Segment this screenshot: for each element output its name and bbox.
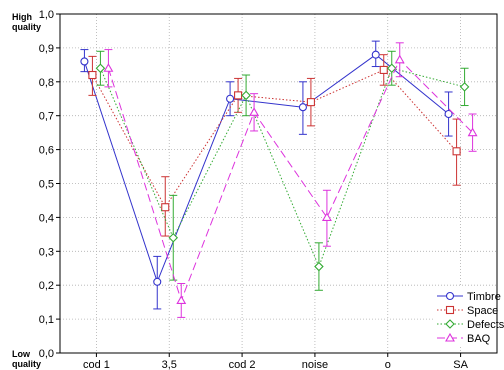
x-tick-label: o [385, 359, 391, 370]
legend-marker-defects [445, 319, 455, 329]
y-tick-label: 1,0 [39, 9, 54, 21]
legend-label-defects: Defects [467, 319, 504, 331]
legend-label-space: Space [467, 305, 498, 317]
data-point-space [379, 65, 388, 74]
y-axis: 0,0 0,1 0,2 0,3 0,4 0,5 0,6 0,7 0,8 0,9 1,0 [39, 9, 60, 360]
legend-label-timbre: Timbre [467, 291, 501, 303]
data-point-defects [168, 232, 179, 243]
data-point-defects [386, 63, 397, 74]
data-point-baq [103, 63, 114, 72]
data-point-timbre [226, 94, 235, 103]
x-tick-label: SA [453, 359, 468, 370]
grid-lines [60, 14, 497, 353]
data-point-defects [314, 261, 324, 272]
y-tick-label: 0,5 [39, 179, 54, 191]
series-group [80, 40, 478, 318]
y-top-label-line2: quality [12, 22, 41, 32]
x-tick-label: cod 1 [83, 359, 110, 370]
data-point-baq [394, 54, 405, 64]
data-point-baq [321, 212, 332, 221]
series-line-space [91, 69, 457, 209]
y-tick-label: 0,7 [39, 111, 54, 123]
legend-marker-timbre [445, 291, 455, 301]
y-bottom-label-line1: Low [12, 349, 31, 359]
data-point-defects [241, 90, 251, 101]
legend-label-baq: BAQ [467, 333, 491, 345]
data-point-space [88, 70, 97, 80]
data-point-space [234, 91, 243, 100]
y-top-label-line1: High [12, 12, 32, 22]
series-timbre [80, 40, 453, 310]
data-point-baq [467, 127, 478, 137]
series-baq [103, 42, 478, 318]
legend: Timbre Space Defects BAQ [435, 287, 504, 347]
legend-marker-space [445, 305, 455, 315]
data-point-baq [249, 107, 260, 116]
y-tick-label: 0,2 [39, 280, 54, 292]
series-defects [95, 50, 470, 291]
y-tick-label: 0,6 [39, 145, 54, 157]
plot-frame [59, 13, 498, 354]
y-tick-label: 0,8 [39, 77, 54, 89]
y-tick-label: 0,4 [39, 212, 54, 224]
data-point-timbre [80, 57, 89, 66]
x-tick-label: 3,5 [162, 359, 177, 370]
data-point-defects [459, 82, 470, 92]
series-line-timbre [83, 54, 449, 284]
y-tick-label: 0,3 [39, 246, 54, 258]
data-point-defects [95, 63, 106, 74]
x-axis: cod 1 3,5 cod 2 noise o SA [83, 353, 469, 370]
legend-marker-baq [445, 332, 455, 342]
y-tick-label: 0,1 [39, 314, 54, 326]
data-point-space [161, 203, 170, 212]
data-point-baq [176, 295, 187, 305]
data-point-timbre [298, 103, 307, 112]
data-point-space [306, 98, 315, 107]
legend-background [435, 287, 496, 347]
data-point-timbre [371, 50, 380, 59]
series-line-defects [99, 67, 465, 268]
quality-labels: High quality Low quality [12, 12, 41, 369]
y-tick-label: 0,0 [39, 348, 54, 360]
series-line-baq [107, 58, 473, 302]
data-point-timbre [444, 109, 453, 119]
y-tick-label: 0,9 [39, 43, 54, 55]
data-point-timbre [153, 277, 162, 286]
x-tick-label: cod 2 [229, 359, 256, 370]
series-space [88, 54, 461, 237]
y-bottom-label-line2: quality [12, 359, 41, 369]
x-tick-label: noise [302, 359, 328, 370]
data-point-space [452, 147, 461, 156]
